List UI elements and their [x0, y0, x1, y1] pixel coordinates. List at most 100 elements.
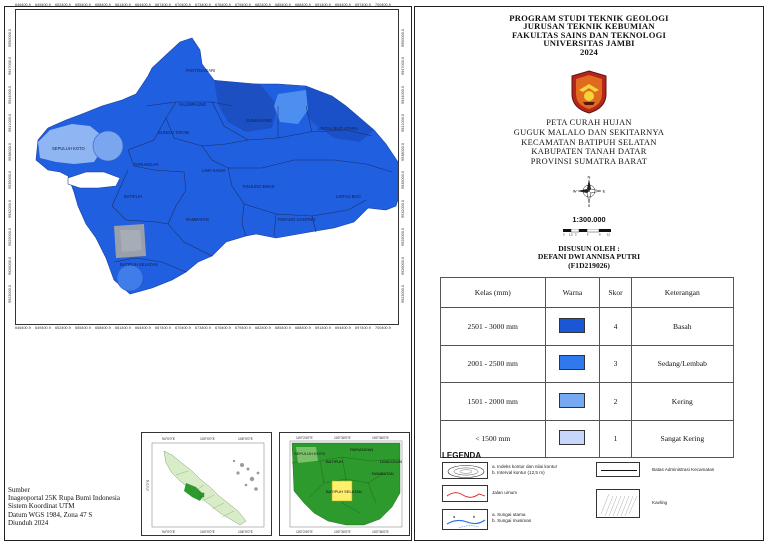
scale-tick-label: 3	[575, 233, 577, 236]
institution-line: FAKULTAS SAINS DAN TEKNOLOGI	[511, 29, 667, 40]
inset-map-study-area[interactable]: 100°24'0"E 100°30'0"E 100°36'0"E 100°24'0"E…	[279, 432, 410, 536]
map-tick-label-bottom: 682400.9	[255, 326, 271, 330]
map-tick-label-bottom: 667400.9	[155, 326, 171, 330]
district-label: LINTAU BUO	[336, 194, 362, 199]
map-tick-label-bottom: 649400.9	[35, 326, 51, 330]
color-swatch	[559, 355, 586, 371]
compass-s: S	[588, 203, 591, 207]
contour-legend-a: a. Indeks kontur dan nilai kontur	[492, 464, 558, 469]
map-tick-label-top: 676400.9	[215, 3, 231, 7]
class-range: 2501 - 3000 mm	[440, 307, 546, 346]
map-tick-label-bottom: 700400.9	[375, 326, 391, 330]
map-tick-label-top: 652400.9	[55, 3, 71, 7]
district-label: SUNGAI TARAB	[158, 130, 189, 135]
study-area-region	[35, 37, 398, 295]
table-header-row: Kelas (mm) Warna Skor Keterangan	[440, 277, 735, 308]
map-tick-label-bottom: 673400.9	[195, 326, 211, 330]
district-label: SUNGAYANG	[246, 118, 272, 123]
zone-wet-east	[302, 86, 374, 142]
zone-noise-overlay	[120, 230, 142, 252]
map-tick-label-right: 9926000.0	[401, 256, 405, 275]
map-tick-label-bottom: 688400.9	[295, 326, 311, 330]
scale-bar: 0 1,5 3 6 9 12	[563, 229, 611, 236]
map-tick-label-bottom: 661400.9	[115, 326, 131, 330]
hachure-legend-text: Kavling	[652, 500, 668, 505]
map-tick-label-top: 694400.9	[335, 3, 351, 7]
inset1-tick-top: 106°0'0"E	[238, 437, 254, 441]
map-tick-label-bottom: 694400.9	[335, 326, 351, 330]
class-color-cell	[544, 307, 601, 346]
map-frame	[4, 6, 412, 541]
hachure-symbol	[596, 489, 640, 518]
map-tick-label-left: 9944000.0	[8, 85, 12, 104]
source-line: Sistem Koordinat UTM	[8, 502, 75, 511]
inset2-district-label: BATIPUH	[326, 459, 343, 464]
map-tick-label-bottom: 685400.9	[275, 326, 291, 330]
map-tick-label-top: 658400.9	[95, 3, 111, 7]
map-tick-label-left: 9923000.0	[8, 285, 12, 303]
road-symbol	[442, 485, 488, 502]
map-tick-label-left: 9935000.0	[8, 171, 12, 190]
inset2-district-label: LIMA KAUM	[380, 459, 402, 464]
inset1-ticks: 94°0'0"E 100°0'0"E 106°0'0"E 94°0'0"E 100°0'…	[146, 437, 254, 534]
inset2-ticks: 100°24'0"E 100°30'0"E 100°36'0"E 100°24'0"E…	[296, 436, 390, 534]
rainfall-class-table: Kelas (mm) Warna Skor Keterangan 2501 - …	[440, 277, 735, 458]
contour-legend-text: a. Indeks kontur dan nilai kontur b. Int…	[492, 464, 557, 475]
compass-n: N	[588, 175, 591, 180]
map-tick-label-top: 685400.9	[275, 3, 291, 7]
map-tick-label-top: 682400.9	[255, 3, 271, 7]
contour-symbol	[442, 462, 488, 479]
zone-kering-west	[38, 124, 102, 164]
map-tick-label-top: 661400.9	[115, 3, 131, 7]
boundary-symbol	[596, 462, 640, 477]
class-description: Kering	[630, 382, 735, 421]
scale-tick-label: 6	[587, 233, 589, 236]
map-tick-label-bottom: 658400.9	[95, 326, 111, 330]
map-title-line: KECAMATAN BATIPUH SELATAN	[521, 137, 657, 147]
source-block: Sumber Inageoportal 25K Rupa Bumi Indone…	[8, 486, 120, 527]
class-color-cell	[544, 382, 601, 421]
map-tick-label-top: 667400.9	[155, 3, 171, 7]
district-labels: PANTI/NAGARI SALIMPAUNG SUNGAYANG LINTAU BU…	[52, 68, 362, 267]
map-tick-label-left: 9926000.0	[8, 256, 12, 275]
inset2-tick-bottom: 100°24'0"E	[296, 530, 314, 534]
author-block: DISUSUN OLEH : DEFANI DWI ANNISA PUTRI (…	[414, 244, 764, 270]
author-heading: DISUSUN OLEH :	[558, 244, 620, 253]
table-row: 2001 - 2500 mm 3 Sedang/Lembab	[440, 344, 735, 383]
light-zone	[296, 447, 318, 463]
main-map[interactable]: PANTI/NAGARI SALIMPAUNG SUNGAYANG LINTAU BU…	[15, 9, 399, 325]
study-area-highlight	[331, 480, 353, 502]
district-label: SALIMPAUNG	[179, 102, 206, 107]
map-tick-label-left: 9947000.0	[8, 57, 12, 76]
inset1-tick-bottom: 106°0'0"E	[238, 530, 254, 534]
source-line: Inageoportal 25K Rupa Bumi Indonesia	[8, 494, 120, 503]
district-label: RAMBATAN	[186, 217, 209, 222]
author-nim: (F1D219026)	[568, 260, 610, 270]
inset-map-sumatra[interactable]: 94°0'0"E 100°0'0"E 106°0'0"E 94°0'0"E 100°0'…	[141, 432, 272, 536]
author-name: DEFANI DWI ANNISA PUTRI	[537, 252, 641, 262]
inset2-district-label: BATIPUH SELATAN	[326, 489, 362, 494]
color-swatch	[559, 430, 586, 446]
map-tick-label-bottom: 670400.9	[175, 326, 191, 330]
map-tick-label-bottom: 697400.9	[355, 326, 371, 330]
scale-ratio: 1:300.000	[572, 215, 606, 224]
class-description: Sangat Kering	[630, 419, 735, 458]
scale-tick-label: 1,5	[569, 233, 573, 236]
map-tick-label-left: 9941000.0	[8, 114, 12, 133]
svg-text:a: a	[453, 514, 456, 519]
col-skor: Skor	[599, 277, 632, 308]
info-panel	[414, 6, 764, 541]
map-tick-label-right: 9935000.0	[401, 171, 405, 190]
map-title-line: PROVINSI SUMATRA BARAT	[530, 157, 648, 167]
svg-text:b: b	[473, 514, 476, 519]
map-tick-label-left: 9932000.0	[8, 199, 12, 218]
inset1-tick-bottom: 94°0'0"E	[162, 530, 176, 534]
col-warna: Warna	[544, 277, 601, 308]
university-logo	[571, 70, 607, 114]
district-label: LINTAU BUO UTARA	[318, 126, 358, 131]
inset2-tick-top: 100°24'0"E	[296, 436, 314, 440]
color-swatch	[559, 392, 586, 408]
contour-legend-b: b. Interval kontur (12,5 m)	[492, 469, 545, 475]
class-score: 2	[599, 382, 632, 421]
